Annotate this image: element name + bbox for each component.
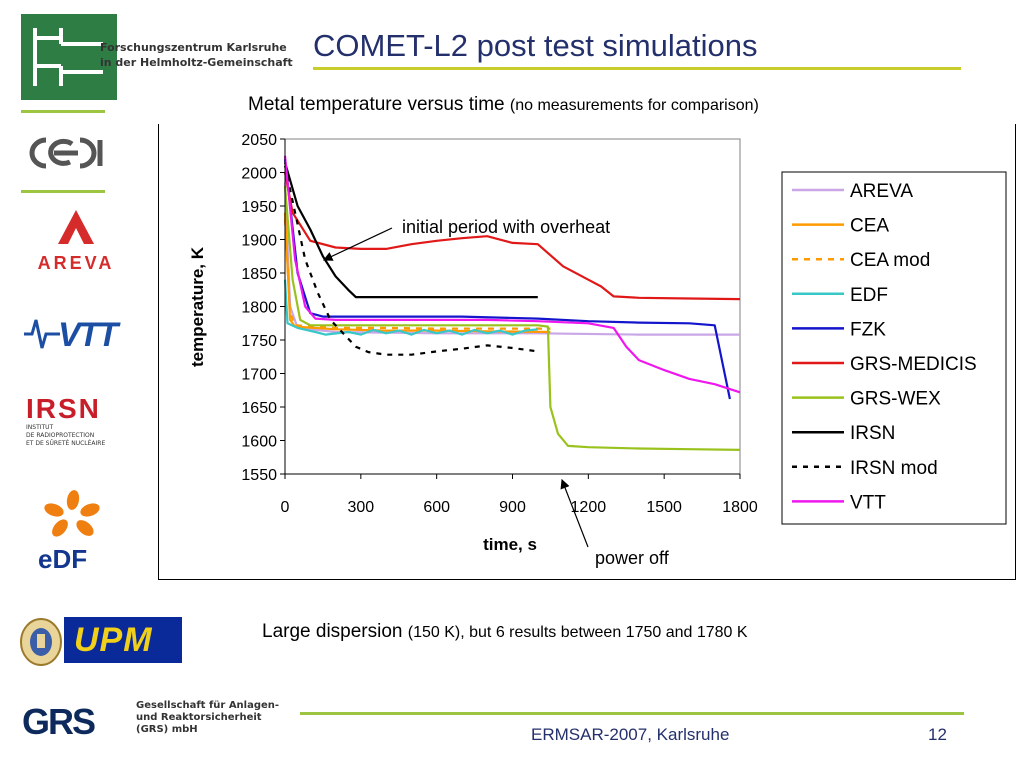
series-line-edf bbox=[283, 279, 538, 336]
x-tick-label: 300 bbox=[347, 499, 374, 516]
footer-event: ERMSAR-2007, Karlsruhe bbox=[531, 725, 730, 744]
y-tick-label: 2050 bbox=[241, 132, 277, 149]
y-tick-label: 1600 bbox=[241, 434, 277, 451]
annotation-overheat-arrow bbox=[322, 227, 393, 261]
y-axis-label: temperature, K bbox=[188, 246, 207, 367]
fzk-logo bbox=[21, 14, 117, 100]
legend-label: FZK bbox=[850, 319, 886, 340]
dispersion-detail: (150 K), but 6 results between 1750 and … bbox=[407, 624, 748, 641]
x-tick-label: 1500 bbox=[646, 499, 682, 516]
x-tick-label: 900 bbox=[499, 499, 526, 516]
y-tick-label: 1700 bbox=[241, 367, 277, 384]
annotation-overheat: initial period with overheat bbox=[402, 217, 610, 237]
legend-box bbox=[781, 171, 1007, 525]
legend-label: EDF bbox=[850, 285, 888, 306]
irsn-subtitle-line2: DE RADIOPROTECTION bbox=[26, 432, 95, 439]
upm-logo: UPM bbox=[64, 617, 182, 663]
org-name: Forschungszentrum Karlsruhe in der Helmh… bbox=[100, 40, 293, 70]
grs-name-line3: (GRS) mbH bbox=[136, 724, 198, 735]
areva-logo: AREVA bbox=[22, 208, 130, 274]
org-name-line2: in der Helmholtz-Gemeinschaft bbox=[100, 56, 293, 69]
upm-wordmark: UPM bbox=[74, 621, 153, 659]
y-tick-label: 1800 bbox=[241, 300, 277, 317]
y-tick-label: 1950 bbox=[241, 199, 277, 216]
cea-logo-icon bbox=[29, 137, 103, 169]
chart-subtitle-note: (no measurements for comparison) bbox=[509, 97, 759, 114]
annotation-power-off: power off bbox=[595, 548, 670, 568]
cea-logo bbox=[20, 132, 106, 174]
y-tick-label: 1650 bbox=[241, 400, 277, 417]
upm-seal bbox=[20, 618, 62, 666]
legend-label: CEA mod bbox=[850, 250, 930, 271]
x-tick-label: 1800 bbox=[722, 499, 758, 516]
vtt-wordmark: VTT bbox=[58, 316, 118, 354]
y-tick-label: 1850 bbox=[241, 266, 277, 283]
dispersion-main: Large dispersion bbox=[262, 621, 403, 642]
chart-frame bbox=[158, 124, 1016, 580]
slide-title: COMET-L2 post test simulations bbox=[313, 28, 758, 63]
edf-wordmark: eDF bbox=[38, 544, 88, 574]
series-line-vtt bbox=[283, 155, 741, 394]
chart-subtitle: Metal temperature versus time (no measur… bbox=[248, 94, 759, 116]
legend-label: IRSN mod bbox=[850, 458, 938, 479]
grs-name: Gesellschaft für Anlagen- und Reaktorsic… bbox=[136, 700, 279, 736]
x-tick-label: 0 bbox=[281, 499, 290, 516]
y-tick-label: 1750 bbox=[241, 333, 277, 350]
grs-logo: GRS bbox=[22, 702, 114, 742]
x-tick-label: 1200 bbox=[571, 499, 607, 516]
series-line-irsn bbox=[283, 162, 538, 299]
x-axis-label: time, s bbox=[483, 535, 537, 554]
legend-label: AREVA bbox=[850, 181, 913, 202]
irsn-logo: IRSN INSTITUT DE RADIOPROTECTION ET DE S… bbox=[26, 394, 130, 464]
grs-wordmark: GRS bbox=[22, 701, 96, 742]
irsn-subtitle: INSTITUT DE RADIOPROTECTION ET DE SÛRETÉ… bbox=[26, 424, 130, 448]
legend-label: IRSN bbox=[850, 423, 895, 444]
edf-logo: eDF bbox=[38, 488, 108, 574]
y-tick-label: 2000 bbox=[241, 166, 277, 183]
chart-subtitle-main: Metal temperature versus time bbox=[248, 94, 505, 115]
legend-label: GRS-MEDICIS bbox=[850, 354, 977, 375]
dispersion-note: Large dispersion (150 K), but 6 results … bbox=[262, 621, 748, 643]
legend-label: GRS-WEX bbox=[850, 389, 941, 410]
areva-wordmark: AREVA bbox=[37, 253, 115, 273]
vtt-wave-icon bbox=[24, 319, 60, 349]
grs-name-line2: und Reaktorsicherheit bbox=[136, 712, 262, 723]
series-line-irsn-mod bbox=[283, 165, 538, 356]
x-tick-label: 600 bbox=[423, 499, 450, 516]
y-tick-label: 1900 bbox=[241, 233, 277, 250]
footer-rule bbox=[300, 712, 964, 715]
title-rule bbox=[313, 67, 961, 70]
y-tick-label: 1550 bbox=[241, 467, 277, 484]
series-line-grs-medicis bbox=[283, 172, 741, 301]
vtt-logo: VTT bbox=[22, 312, 148, 356]
page-number: 12 bbox=[928, 725, 947, 744]
logo-separator bbox=[21, 190, 105, 193]
irsn-subtitle-line3: ET DE SÛRETÉ NUCLÉAIRE bbox=[26, 440, 106, 447]
edf-sun-icon bbox=[44, 490, 100, 537]
annotation-power-off-arrow bbox=[560, 478, 589, 548]
grs-name-line1: Gesellschaft für Anlagen- bbox=[136, 700, 280, 711]
legend-label: VTT bbox=[850, 492, 886, 513]
org-name-line1: Forschungszentrum Karlsruhe bbox=[100, 41, 287, 54]
fzk-logo-mark-icon bbox=[21, 14, 117, 100]
logo-separator bbox=[21, 110, 105, 113]
areva-a-icon bbox=[58, 210, 94, 244]
series-line-cea-mod bbox=[283, 219, 551, 330]
irsn-wordmark: IRSN bbox=[26, 393, 101, 424]
university-seal-icon bbox=[20, 618, 62, 666]
plot-area bbox=[284, 138, 741, 475]
legend-label: CEA bbox=[850, 216, 889, 237]
irsn-subtitle-line1: INSTITUT bbox=[26, 424, 54, 431]
series-line-grs-wex bbox=[283, 185, 741, 451]
